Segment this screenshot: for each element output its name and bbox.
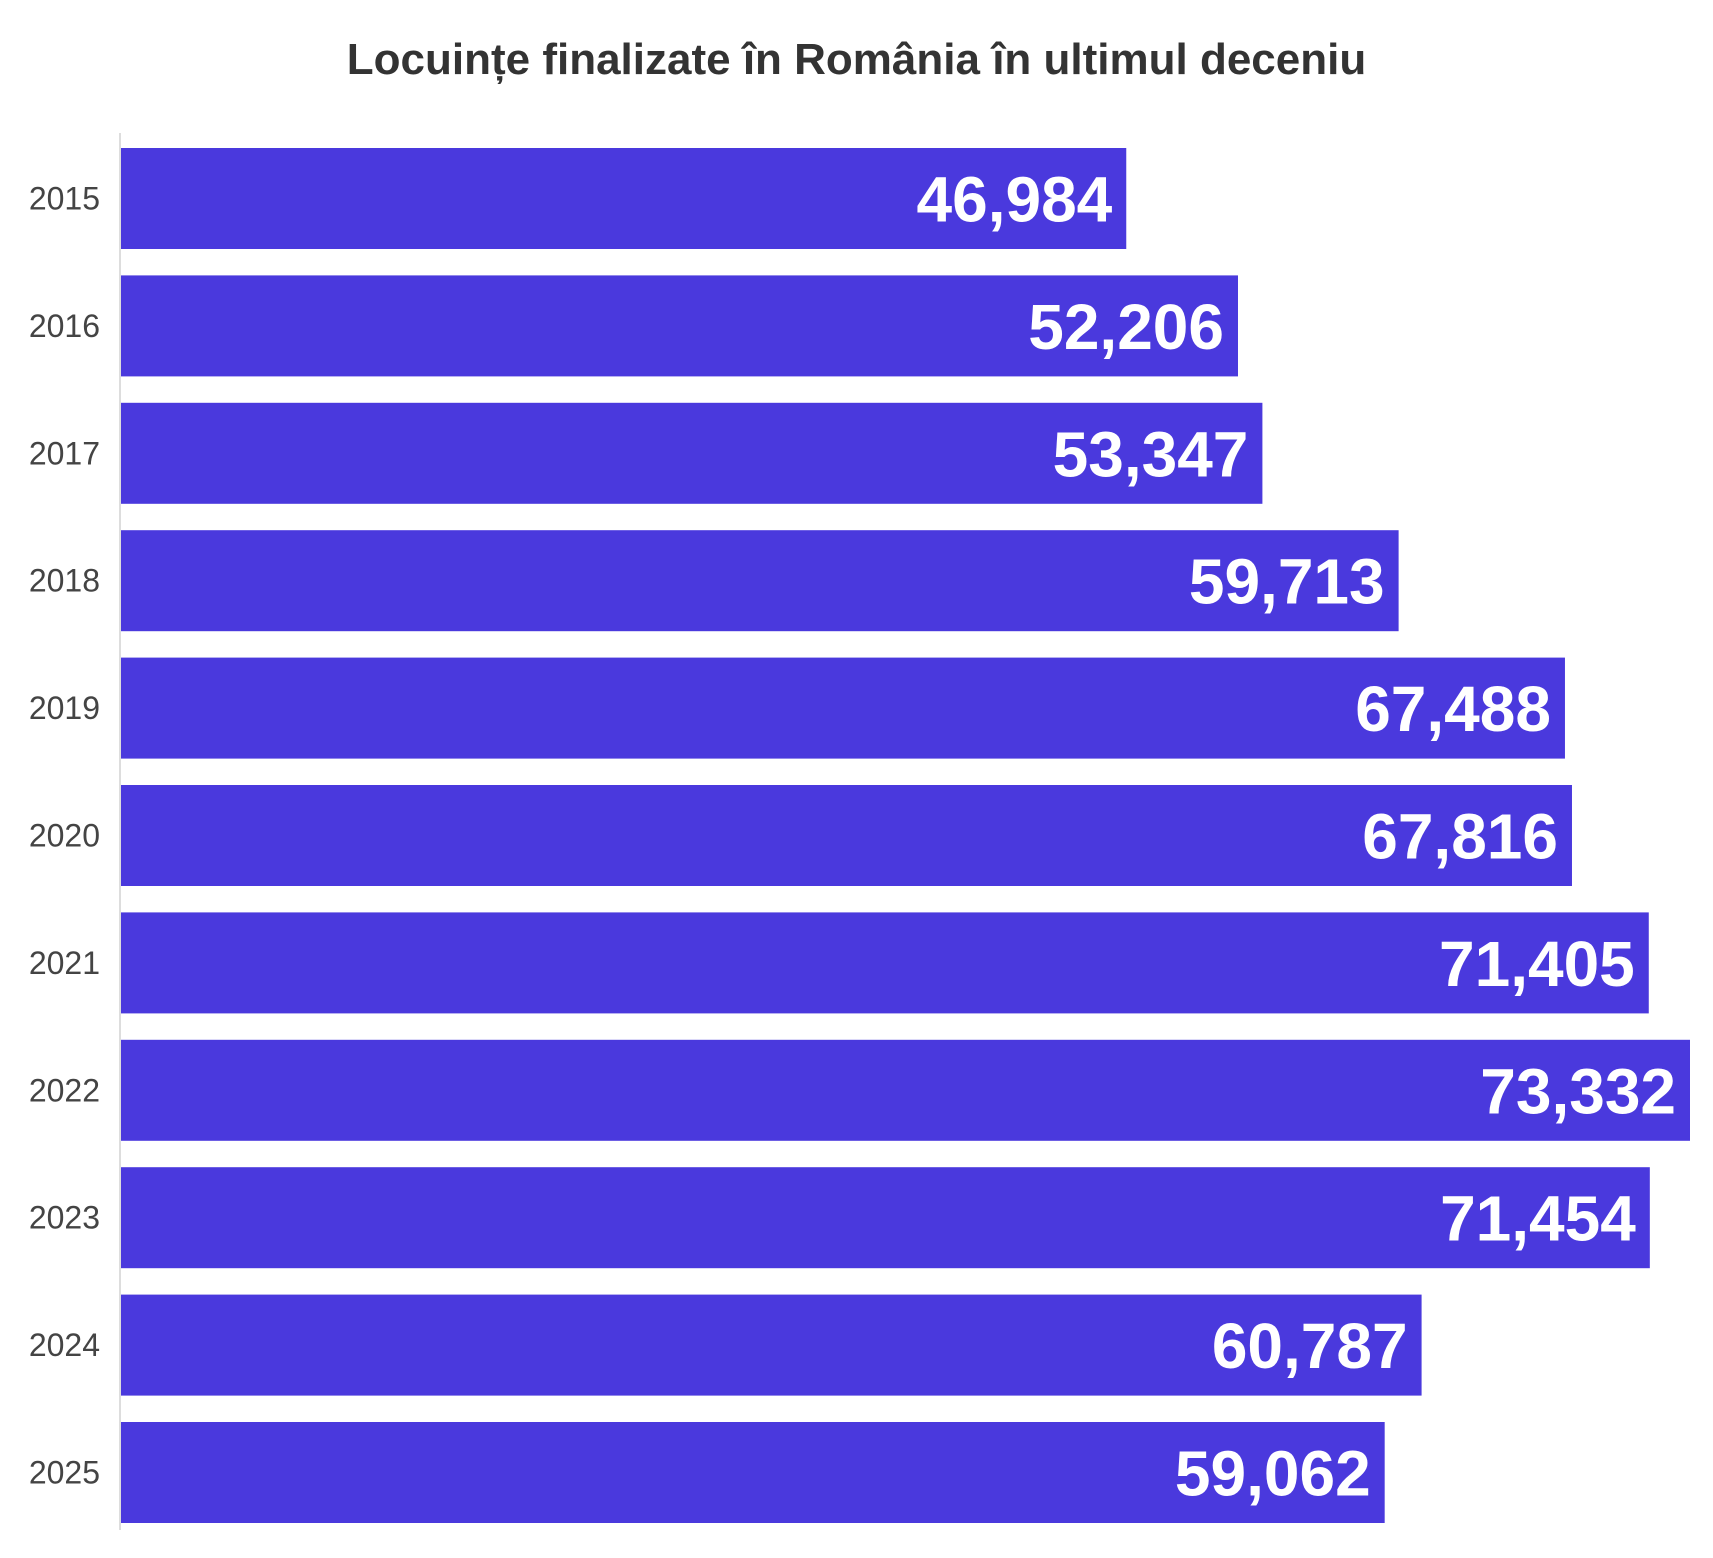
bar-2015 [121,148,1127,249]
y-tick-label: 2018 [29,563,100,599]
bar-2018 [121,530,1399,632]
bar-2016 [121,275,1238,377]
bar-value-label: 59,713 [1189,546,1385,618]
bars-group [121,148,1690,1523]
bar-2025 [121,1422,1385,1523]
chart-title: Locuințe finalizate în România în ultimu… [346,35,1367,84]
y-tick-label: 2021 [29,945,100,981]
y-tick-label: 2023 [29,1200,100,1236]
y-tick-label: 2017 [29,435,100,471]
y-ticks-group: 2015 2016 2017 2018 2019 2020 2021 2022 2023 2024… [29,181,100,1491]
y-tick-label: 2020 [29,818,100,854]
data-labels-group: 46,984 52,206 53,347 59,713 67,488 67,816 71,4… [917,164,1676,1510]
bar-2024 [121,1294,1422,1396]
bar-2023 [121,1167,1650,1269]
bar-2020 [121,785,1572,886]
bar-2021 [121,912,1649,1014]
y-tick-label: 2025 [29,1455,100,1491]
y-tick-label: 2015 [29,181,100,217]
bar-value-label: 67,488 [1355,673,1551,745]
bar-value-label: 73,332 [1480,1055,1676,1127]
bar-2017 [121,402,1263,504]
y-tick-label: 2019 [29,690,100,726]
bar-value-label: 60,787 [1212,1310,1408,1382]
bar-value-label: 53,347 [1053,418,1249,490]
bar-value-label: 59,062 [1175,1438,1371,1510]
bar-value-label: 67,816 [1362,801,1558,873]
bar-value-label: 46,984 [917,164,1113,236]
bar-value-label: 52,206 [1028,291,1224,363]
bar-value-label: 71,454 [1440,1183,1636,1255]
y-tick-label: 2016 [29,308,100,344]
bar-value-label: 71,405 [1439,928,1635,1000]
bar-2019 [121,657,1565,759]
y-tick-label: 2022 [29,1072,100,1108]
y-tick-label: 2024 [29,1327,100,1363]
bar-2022 [121,1039,1690,1141]
